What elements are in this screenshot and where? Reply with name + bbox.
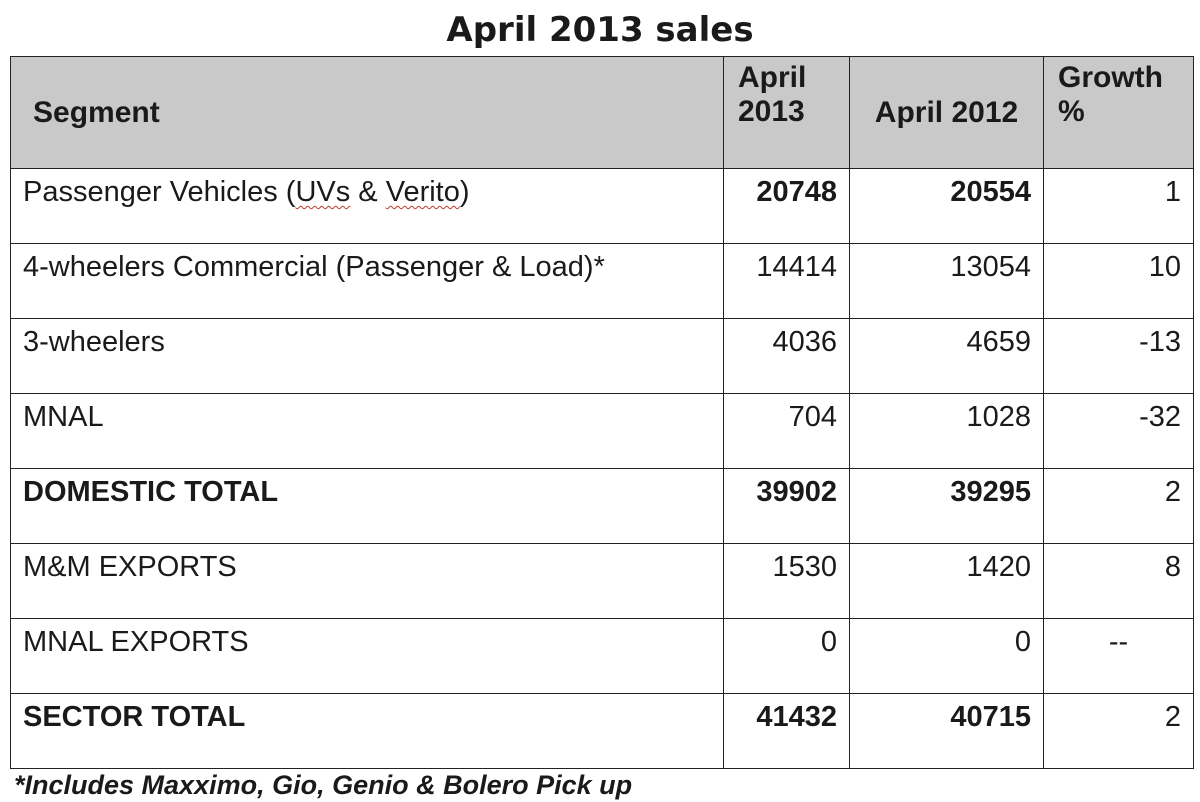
growth-cell: 2: [1043, 468, 1194, 544]
segment-cell: MNAL EXPORTS: [10, 618, 724, 694]
segment-cell: Passenger Vehicles (UVs & Verito): [10, 168, 724, 244]
growth-cell: 2: [1043, 693, 1194, 769]
april-2013-cell: 41432: [723, 693, 850, 769]
april-2012-cell: 0: [849, 618, 1044, 694]
segment-cell: M&M EXPORTS: [10, 543, 724, 619]
segment-cell: 3-wheelers: [10, 318, 724, 394]
april-2013-cell: 704: [723, 393, 850, 469]
column-header-growth: Growth %: [1043, 56, 1194, 169]
segment-cell: SECTOR TOTAL: [10, 693, 724, 769]
table-row-sector-total: SECTOR TOTAL 41432 40715 2: [10, 693, 1194, 769]
column-header-april-2013: April 2013: [723, 56, 850, 169]
segment-text: ): [459, 176, 470, 208]
growth-cell: -13: [1043, 318, 1194, 394]
segment-text-uvs: UVs: [295, 176, 351, 208]
segment-text-verito: Verito: [385, 176, 460, 208]
table-row-mnal-exports: MNAL EXPORTS 0 0 --: [10, 618, 1194, 694]
growth-cell: 1: [1043, 168, 1194, 244]
growth-cell: 8: [1043, 543, 1194, 619]
header-row: Segment April 2013 April 2012 Growth %: [10, 56, 1194, 169]
segment-text: &: [350, 176, 386, 208]
sales-table: Segment April 2013 April 2012 Growth % P…: [10, 56, 1194, 769]
column-header-april-2012: April 2012: [849, 56, 1044, 169]
april-2012-cell: 20554: [849, 168, 1044, 244]
segment-cell: 4-wheelers Commercial (Passenger & Load)…: [10, 243, 724, 319]
segment-cell: MNAL: [10, 393, 724, 469]
table-row-3-wheelers: 3-wheelers 4036 4659 -13: [10, 318, 1194, 394]
page-title: April 2013 sales: [446, 10, 754, 50]
april-2013-cell: 1530: [723, 543, 850, 619]
april-2012-cell: 1028: [849, 393, 1044, 469]
april-2013-cell: 0: [723, 618, 850, 694]
table-row-mnal: MNAL 704 1028 -32: [10, 393, 1194, 469]
table-row-passenger-vehicles: Passenger Vehicles (UVs & Verito) 20748 …: [10, 168, 1194, 244]
april-2012-cell: 4659: [849, 318, 1044, 394]
april-2013-cell: 39902: [723, 468, 850, 544]
april-2012-cell: 40715: [849, 693, 1044, 769]
growth-cell: -32: [1043, 393, 1194, 469]
segment-cell: DOMESTIC TOTAL: [10, 468, 724, 544]
growth-cell: --: [1043, 618, 1194, 694]
april-2012-cell: 13054: [849, 243, 1044, 319]
footnote: *Includes Maxximo, Gio, Genio & Bolero P…: [14, 770, 633, 800]
april-2012-cell: 1420: [849, 543, 1044, 619]
april-2013-cell: 14414: [723, 243, 850, 319]
table-row-4-wheelers-commercial: 4-wheelers Commercial (Passenger & Load)…: [10, 243, 1194, 319]
segment-text: Passenger Vehicles (: [23, 176, 296, 208]
table-row-domestic-total: DOMESTIC TOTAL 39902 39295 2: [10, 468, 1194, 544]
april-2013-cell: 4036: [723, 318, 850, 394]
growth-cell: 10: [1043, 243, 1194, 319]
april-2012-cell: 39295: [849, 468, 1044, 544]
column-header-segment: Segment: [10, 56, 724, 169]
april-2013-cell: 20748: [723, 168, 850, 244]
table-row-mm-exports: M&M EXPORTS 1530 1420 8: [10, 543, 1194, 619]
